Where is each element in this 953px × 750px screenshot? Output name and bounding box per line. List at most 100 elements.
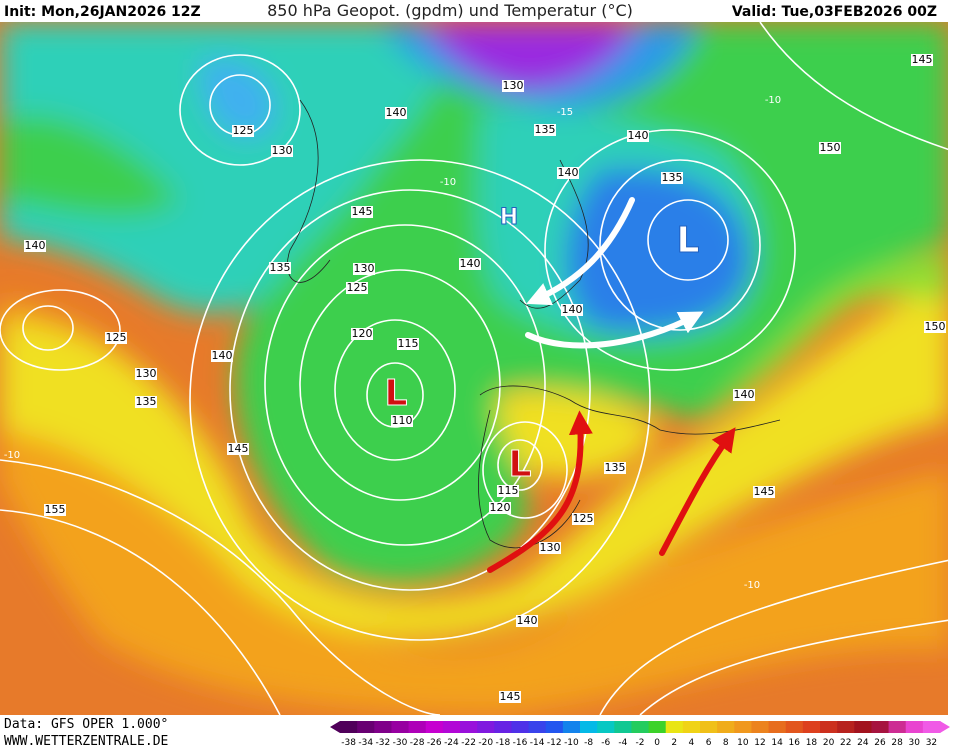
isohypse-label: 135 bbox=[535, 123, 556, 136]
color-swatch bbox=[562, 721, 581, 733]
color-label: 4 bbox=[689, 738, 695, 748]
color-swatch bbox=[734, 721, 752, 733]
label-bg bbox=[499, 691, 521, 703]
isohypse-label: 140 bbox=[562, 303, 583, 316]
label-bg bbox=[385, 107, 407, 119]
color-label: 8 bbox=[723, 738, 729, 748]
isohypse-label: 145 bbox=[912, 53, 933, 66]
color-label: -24 bbox=[444, 738, 459, 748]
color-swatch bbox=[597, 721, 615, 733]
isohypse-label: 140 bbox=[517, 614, 538, 627]
isohypse-label: 140 bbox=[386, 106, 407, 119]
isohypse-label: 130 bbox=[503, 79, 524, 92]
isohypse-label: 135 bbox=[662, 171, 683, 184]
label-bg bbox=[497, 485, 519, 497]
isohypse-label: 130 bbox=[136, 367, 157, 380]
color-swatch bbox=[871, 721, 890, 733]
color-label: -34 bbox=[358, 738, 373, 748]
color-label: 0 bbox=[654, 738, 660, 748]
isohypse-label: 140 bbox=[628, 129, 649, 142]
color-label: -30 bbox=[393, 738, 408, 748]
color-swatch bbox=[528, 721, 547, 733]
color-swatch bbox=[477, 721, 495, 733]
color-label: 20 bbox=[823, 738, 835, 748]
website: WWW.WETTERZENTRALE.DE bbox=[4, 734, 168, 749]
color-label: 10 bbox=[737, 738, 749, 748]
label-bg bbox=[819, 142, 841, 154]
color-swatch bbox=[768, 721, 787, 733]
color-swatch bbox=[391, 721, 410, 733]
color-label: -26 bbox=[427, 738, 442, 748]
color-swatch bbox=[854, 721, 872, 733]
color-label: -38 bbox=[341, 738, 356, 748]
color-label: -16 bbox=[513, 738, 528, 748]
pressure-center: L bbox=[385, 373, 408, 414]
label-bg bbox=[924, 321, 946, 333]
isohypse-label: 140 bbox=[558, 166, 579, 179]
label-bg bbox=[135, 368, 157, 380]
color-label: -28 bbox=[410, 738, 425, 748]
color-swatch bbox=[751, 721, 770, 733]
isohypse-label: 115 bbox=[398, 337, 419, 350]
color-label: 30 bbox=[909, 738, 921, 748]
valid-time: Valid: Tue,03FEB2026 00Z bbox=[732, 4, 937, 20]
color-label: -18 bbox=[496, 738, 511, 748]
color-swatch bbox=[785, 721, 804, 733]
isohypse-label: 125 bbox=[347, 281, 368, 294]
flow-arrows bbox=[487, 197, 736, 573]
isohypse-label: 130 bbox=[272, 144, 293, 157]
label-bg bbox=[391, 415, 413, 427]
pressure-centers: L L L H bbox=[384, 205, 700, 486]
color-swatch bbox=[922, 721, 941, 733]
isotherm-label: -10 bbox=[4, 450, 20, 461]
color-label: 2 bbox=[671, 738, 677, 748]
pressure-center: L bbox=[509, 444, 532, 485]
color-swatch bbox=[837, 721, 855, 733]
label-bg bbox=[516, 615, 538, 627]
isohypse-label: 120 bbox=[490, 501, 511, 514]
isohypse-label: 140 bbox=[460, 257, 481, 270]
isohypse-label: 125 bbox=[233, 124, 254, 137]
color-label: 24 bbox=[857, 738, 869, 748]
label-bg bbox=[459, 258, 481, 270]
isohypse-label: 145 bbox=[500, 690, 521, 703]
map: 125 130 140 130 135 140 145 150 135 140 145 140 135 1… bbox=[0, 22, 948, 715]
pressure-center: H bbox=[500, 205, 518, 230]
isohypse-label: 135 bbox=[605, 461, 626, 474]
isohypse-label: 130 bbox=[354, 262, 375, 275]
isohypse-label: 145 bbox=[228, 442, 249, 455]
color-swatch bbox=[717, 721, 735, 733]
color-label: -8 bbox=[584, 738, 593, 748]
color-swatch bbox=[648, 721, 667, 733]
label-bg bbox=[351, 328, 373, 340]
isohypse-label: 140 bbox=[734, 388, 755, 401]
color-swatch bbox=[888, 721, 907, 733]
isohypse-label: 120 bbox=[352, 327, 373, 340]
color-swatch bbox=[494, 721, 512, 733]
color-swatch bbox=[357, 721, 375, 733]
color-label: -20 bbox=[478, 738, 493, 748]
isohypse-label: 150 bbox=[820, 141, 841, 154]
color-bar: -38 -34 -32 -30 -28 -26 -24 -22 -20 -18 -16 -14 -12-… bbox=[330, 721, 950, 748]
contour-labels: 125 130 140 130 135 140 145 150 135 140 145 140 135 1… bbox=[4, 53, 946, 703]
label-bg bbox=[135, 396, 157, 408]
bar-arrow-left bbox=[330, 721, 340, 733]
label-bg bbox=[346, 282, 368, 294]
isotherm-label: -10 bbox=[440, 177, 456, 188]
label-bg bbox=[397, 338, 419, 350]
isotherm-label: -10 bbox=[765, 95, 781, 106]
color-swatch bbox=[408, 721, 427, 733]
color-swatch bbox=[631, 721, 650, 733]
label-bg bbox=[572, 513, 594, 525]
label-bg bbox=[561, 304, 583, 316]
color-label: 6 bbox=[706, 738, 712, 748]
isohypse-label: 125 bbox=[106, 331, 127, 344]
label-bg bbox=[353, 263, 375, 275]
color-label: -32 bbox=[376, 738, 391, 748]
label-bg bbox=[44, 504, 66, 516]
color-label: 22 bbox=[840, 738, 851, 748]
label-bg bbox=[539, 542, 561, 554]
isotherm-label: -10 bbox=[744, 580, 760, 591]
pressure-center: L bbox=[677, 220, 700, 261]
